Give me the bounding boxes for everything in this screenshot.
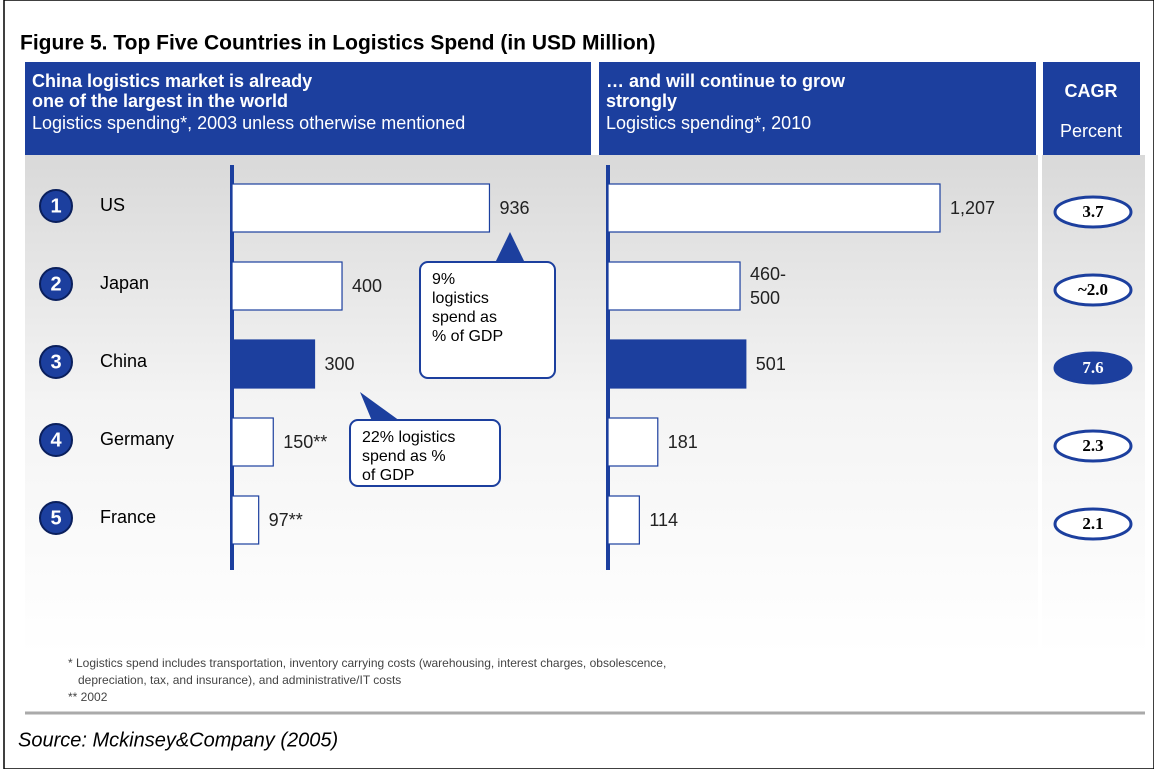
header-subtitle: Percent: [1060, 121, 1122, 141]
frame: [3, 0, 1154, 769]
category-label: China: [100, 351, 148, 371]
header-title: … and will continue to grow: [606, 71, 846, 91]
value-label: 1,207: [950, 198, 995, 218]
callout-text: spend as %: [362, 448, 446, 465]
source: Source: Mckinsey&Company (2005): [18, 729, 338, 751]
header-title: one of the largest in the world: [32, 91, 288, 111]
footnote: * Logistics spend includes transportatio…: [68, 656, 666, 670]
bar: [607, 183, 941, 233]
bar: [231, 339, 316, 389]
cagr-oval: [1053, 429, 1133, 463]
bar: [231, 183, 491, 233]
value-label: 150**: [283, 432, 327, 452]
category-label: Japan: [100, 273, 149, 293]
rank-badge: [39, 345, 73, 379]
callout-pointer: [495, 232, 525, 263]
rank-number: 5: [50, 507, 61, 529]
bar: [607, 495, 640, 545]
cagr-label: ~2.0: [1078, 280, 1108, 299]
header-title: China logistics market is already: [32, 71, 312, 91]
rank-number: 4: [50, 429, 62, 451]
separator: [1038, 155, 1042, 655]
value-label: 501: [756, 354, 786, 374]
bar: [607, 417, 659, 467]
rank-badge: [39, 501, 73, 535]
category-label: Germany: [100, 429, 174, 449]
value-label: 936: [499, 198, 529, 218]
header-panel: [1043, 62, 1140, 155]
callout-text: 9%: [432, 271, 455, 288]
rank-number: 2: [50, 273, 61, 295]
header-panel: [599, 62, 1036, 155]
header-subtitle: Logistics spending*, 2010: [606, 113, 811, 133]
bar: [231, 495, 260, 545]
cagr-oval: [1053, 195, 1133, 229]
callout-text: of GDP: [362, 467, 414, 484]
callout-box: [349, 419, 501, 487]
bar: [231, 261, 343, 311]
bar: [607, 261, 741, 311]
rank-badge: [39, 189, 73, 223]
cagr-label: 2.1: [1082, 514, 1103, 533]
cagr-label: 2.3: [1082, 436, 1103, 455]
rank-badge: [39, 267, 73, 301]
rank-badge: [39, 423, 73, 457]
category-label: US: [100, 195, 125, 215]
value-label: 300: [325, 354, 355, 374]
figure-title: Figure 5. Top Five Countries in Logistic…: [20, 32, 655, 55]
value-label: 400: [352, 276, 382, 296]
value-label: 460- 500: [750, 264, 786, 308]
cagr-label: 3.7: [1082, 202, 1104, 221]
header-title: strongly: [606, 91, 677, 111]
category-label: France: [100, 507, 156, 527]
value-label-line: 500: [750, 288, 780, 308]
rank-number: 3: [50, 351, 61, 373]
cagr-oval: [1053, 507, 1133, 541]
value-label: 114: [649, 510, 678, 530]
value-label: 97**: [269, 510, 303, 530]
cagr-oval: [1053, 351, 1133, 385]
bar: [231, 417, 274, 467]
callout-text: 22% logistics: [362, 429, 455, 446]
footnote: depreciation, tax, and insurance), and a…: [78, 673, 401, 687]
value-label: 181: [668, 432, 698, 452]
rank-number: 1: [50, 195, 61, 217]
callout-pointer: [360, 392, 400, 421]
footnote: ** 2002: [68, 690, 108, 704]
cagr-label: 7.6: [1082, 358, 1103, 377]
callout-text: logistics: [432, 290, 489, 307]
callout-text: % of GDP: [432, 328, 503, 345]
background: [25, 155, 1145, 655]
header-panel: [25, 62, 591, 155]
callout-text: spend as: [432, 309, 497, 326]
header-subtitle: Logistics spending*, 2003 unless otherwi…: [32, 113, 465, 133]
bar: [607, 339, 747, 389]
header-title: CAGR: [1065, 81, 1118, 101]
value-label-line: 460-: [750, 264, 786, 284]
cagr-oval: [1053, 273, 1133, 307]
callout-box: [419, 261, 556, 379]
